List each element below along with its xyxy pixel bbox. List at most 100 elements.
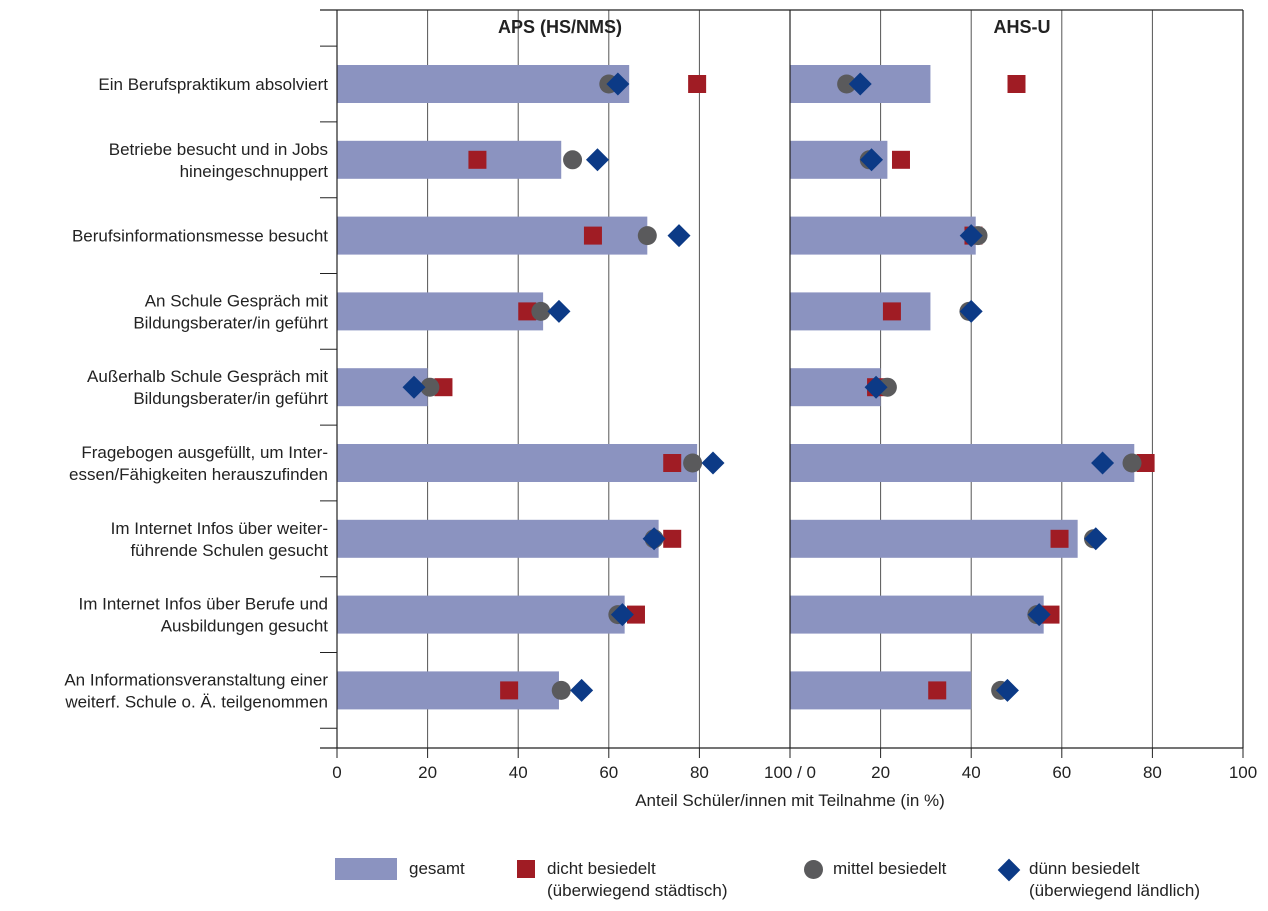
legend-item-dicht: dicht besiedelt (überwiegend städtisch)	[515, 858, 727, 902]
marker-mittel	[551, 680, 571, 700]
category-label: führende Schulen gesucht	[130, 541, 328, 560]
legend-swatch-bar	[335, 858, 397, 880]
legend-sublabel-duenn: (überwiegend ländlich)	[1029, 881, 1201, 900]
legend-item-gesamt: gesamt	[335, 858, 465, 880]
x-tick-label: 20	[418, 763, 437, 782]
legend-label-duenn: dünn besiedelt	[1029, 859, 1140, 878]
legend-swatch-square	[517, 860, 535, 878]
category-label: Berufsinformationsmesse besucht	[72, 227, 328, 246]
marker-duenn	[864, 375, 888, 399]
category-label: Ein Berufspraktikum absolviert	[98, 75, 328, 94]
marker-dicht	[1136, 454, 1155, 472]
marker-mittel	[531, 301, 551, 321]
marker-dicht	[518, 302, 537, 321]
category-label: Außerhalb Schule Gespräch mit	[87, 367, 328, 386]
marker-dicht	[663, 454, 682, 472]
marker-duenn	[701, 451, 725, 475]
panel-title: AHS-U	[994, 17, 1051, 37]
bar-gesamt	[337, 65, 630, 103]
bar-gesamt	[337, 444, 698, 482]
marker-duenn	[547, 299, 571, 323]
category-label: essen/Fähigkeiten herauszufinden	[69, 465, 328, 484]
marker-duenn	[402, 375, 426, 399]
marker-duenn	[585, 148, 609, 172]
legend-swatch-diamond	[997, 858, 1021, 882]
category-label: Betriebe besucht und in Jobs	[109, 140, 328, 159]
bar-gesamt	[790, 595, 1044, 634]
marker-dicht	[688, 75, 707, 93]
labels: 0 20 40 60 80 100 / 0 20 40 60 80 100 Anteil Schüle…	[64, 17, 1257, 810]
bar-gesamt	[790, 292, 931, 331]
marker-duenn	[642, 527, 666, 551]
category-label: Fragebogen ausgefüllt, um Inter-	[81, 443, 328, 462]
x-tick-label: 40	[509, 763, 528, 782]
category-label: Ausbildungen gesucht	[161, 617, 329, 636]
marker-mittel	[1122, 453, 1142, 473]
panel-title: APS (HS/NMS)	[498, 17, 622, 37]
marker-mittel	[683, 453, 703, 473]
marker-duenn	[995, 678, 1019, 702]
marker-dicht	[434, 378, 453, 397]
legend-item-mittel: mittel besiedelt	[804, 858, 946, 880]
x-tick-label: 40	[962, 763, 981, 782]
category-label: Im Internet Infos über Berufe und	[79, 595, 328, 614]
legend-label-dicht: dicht besiedelt	[547, 859, 656, 878]
x-tick-label: 100	[1229, 763, 1257, 782]
x-tick-label-shared: 100 / 0	[764, 763, 816, 782]
category-label: An Schule Gespräch mit	[145, 291, 329, 310]
legend-swatch-circle	[804, 860, 823, 879]
bars	[337, 65, 1135, 710]
legend-label-gesamt: gesamt	[409, 859, 465, 878]
marker-dicht	[583, 226, 602, 245]
marker-duenn	[1091, 451, 1115, 475]
marker-mittel	[420, 377, 440, 397]
marker-duenn	[1027, 603, 1051, 627]
marker-duenn	[959, 224, 983, 248]
marker-duenn	[848, 72, 872, 96]
x-tick-label: 0	[332, 763, 341, 782]
marker-duenn	[959, 299, 983, 323]
marker-mittel	[637, 226, 657, 246]
marker-duenn	[860, 148, 884, 172]
marker-dicht	[626, 605, 645, 624]
bar-gesamt	[790, 444, 1135, 482]
axes	[320, 9, 1244, 758]
bar-gesamt	[337, 292, 544, 331]
bar-gesamt	[337, 519, 659, 558]
x-tick-label: 80	[1143, 763, 1162, 782]
markers	[402, 72, 1155, 702]
bar-gesamt	[337, 671, 559, 710]
marker-duenn	[610, 603, 634, 627]
legend: gesamt dicht besiedelt (überwiegend städ…	[335, 858, 1255, 908]
category-label: Im Internet Infos über weiter-	[111, 519, 328, 538]
marker-duenn	[570, 678, 594, 702]
category-label: An Informationsveranstaltung einer	[64, 670, 328, 689]
marker-dicht	[500, 681, 519, 700]
legend-sublabel-dicht: (überwiegend städtisch)	[547, 881, 728, 900]
x-tick-label: 20	[871, 763, 890, 782]
x-tick-label: 80	[690, 763, 709, 782]
category-label: weiterf. Schule o. Ä. teilgenommen	[64, 692, 328, 711]
x-tick-label: 60	[599, 763, 618, 782]
marker-duenn	[1084, 527, 1108, 551]
marker-dicht	[891, 150, 910, 169]
marker-dicht	[1050, 529, 1069, 548]
bar-gesamt	[337, 595, 625, 634]
legend-item-duenn: dünn besiedelt (überwiegend ländlich)	[997, 858, 1200, 902]
marker-dicht	[928, 681, 947, 700]
marker-duenn	[606, 72, 630, 96]
marker-dicht	[882, 302, 901, 321]
bar-gesamt	[337, 140, 562, 179]
category-label: Bildungsberater/in geführt	[133, 389, 328, 408]
marker-dicht	[468, 150, 487, 169]
bar-gesamt	[790, 519, 1078, 558]
marker-duenn	[667, 224, 691, 248]
marker-mittel	[563, 150, 583, 170]
x-tick-label: 60	[1052, 763, 1071, 782]
x-axis-title: Anteil Schüler/innen mit Teilnahme (in %…	[635, 791, 945, 810]
marker-dicht	[663, 529, 682, 548]
bar-gesamt	[790, 216, 976, 255]
marker-dicht	[1007, 75, 1026, 93]
legend-label-mittel: mittel besiedelt	[833, 859, 947, 878]
